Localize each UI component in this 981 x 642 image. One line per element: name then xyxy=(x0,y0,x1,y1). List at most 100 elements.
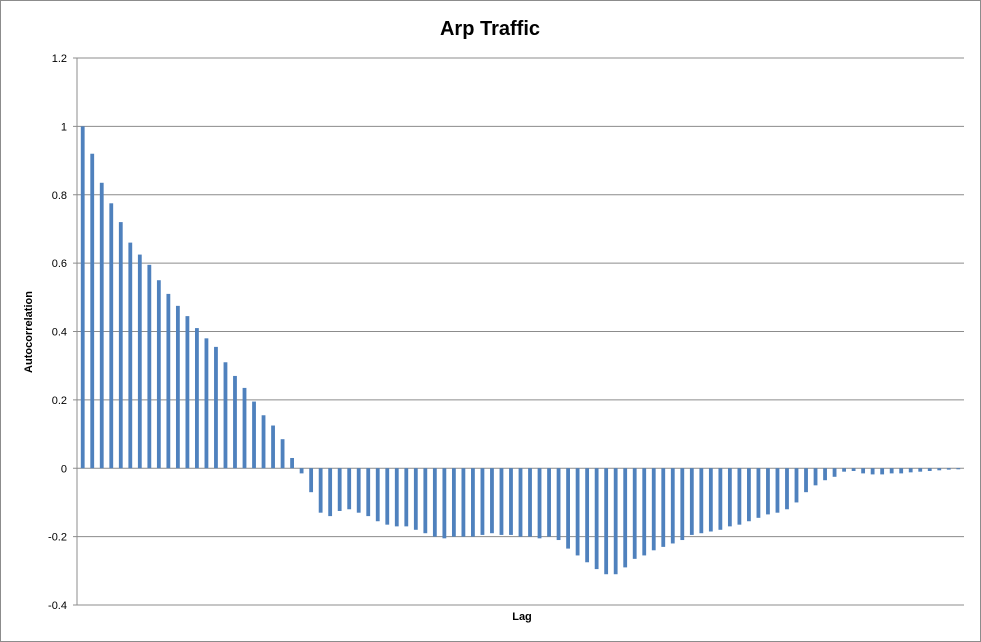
bar xyxy=(118,222,123,469)
bar xyxy=(670,468,675,544)
bar xyxy=(394,468,399,527)
bar xyxy=(404,468,409,527)
bar xyxy=(585,468,590,563)
bar xyxy=(937,468,942,471)
bar xyxy=(613,468,618,575)
bar xyxy=(680,468,685,541)
bar xyxy=(632,468,637,559)
bar xyxy=(537,468,542,539)
bar xyxy=(223,362,228,469)
y-tick-label: 0.4 xyxy=(52,327,67,339)
bar xyxy=(80,126,85,469)
bar xyxy=(956,468,961,470)
bar xyxy=(727,468,732,527)
bar xyxy=(242,387,247,469)
bar xyxy=(185,316,190,469)
bar xyxy=(756,468,761,518)
bar xyxy=(661,468,666,547)
bar xyxy=(109,203,114,469)
bar xyxy=(385,468,390,525)
bar xyxy=(785,468,789,510)
bar xyxy=(499,468,504,535)
y-tick-label: 0.8 xyxy=(52,190,67,202)
bar xyxy=(642,468,647,556)
x-axis-label: Lag xyxy=(512,611,532,623)
bar xyxy=(528,468,532,537)
bar xyxy=(413,468,418,530)
y-tick-label: 1 xyxy=(61,121,67,133)
bar xyxy=(461,468,466,537)
bar xyxy=(261,415,266,469)
bar xyxy=(594,468,599,570)
bar xyxy=(699,468,704,534)
y-tick-label: 1.2 xyxy=(52,53,67,65)
bar xyxy=(823,468,827,481)
bar xyxy=(204,338,209,469)
y-tick-label: 0.6 xyxy=(52,258,67,270)
bar xyxy=(737,468,742,525)
bar xyxy=(775,468,780,513)
bar xyxy=(147,264,152,469)
bar xyxy=(337,468,342,511)
bar xyxy=(766,468,770,515)
bar xyxy=(166,293,171,469)
bar xyxy=(575,468,580,556)
bar xyxy=(490,468,494,534)
bar xyxy=(128,242,133,469)
bar xyxy=(99,182,104,469)
bar xyxy=(918,468,923,472)
chart-title: Arp Traffic xyxy=(440,18,540,40)
y-tick-label: 0.2 xyxy=(52,395,67,407)
bar xyxy=(451,468,456,537)
bars xyxy=(80,126,961,575)
bar xyxy=(290,457,294,469)
bar xyxy=(651,468,656,551)
bar xyxy=(280,439,285,469)
bar xyxy=(356,468,361,513)
bar xyxy=(889,468,894,474)
y-axis-ticks: -0.4 -0.2 0 0.2 0.4 0.6 0.8 1 1.2 xyxy=(48,53,77,612)
bar xyxy=(214,346,218,469)
bar xyxy=(946,468,951,470)
bar xyxy=(623,468,628,568)
bar xyxy=(880,468,885,475)
bar xyxy=(90,153,95,469)
bar xyxy=(556,468,561,541)
bar xyxy=(432,468,437,537)
bar xyxy=(328,468,333,517)
bar xyxy=(299,468,304,474)
bar xyxy=(832,468,837,477)
bar xyxy=(271,425,275,469)
bar xyxy=(471,468,475,537)
bar xyxy=(804,468,808,493)
bar xyxy=(566,468,570,549)
y-axis-label: Autocorrelation xyxy=(23,291,35,373)
bar xyxy=(708,468,713,532)
bar xyxy=(347,468,352,510)
bar xyxy=(851,468,856,471)
bar xyxy=(747,468,751,522)
bar xyxy=(842,468,846,472)
bar xyxy=(813,468,818,486)
bar xyxy=(318,468,323,513)
bar xyxy=(509,468,513,535)
bar xyxy=(137,254,142,469)
bar xyxy=(195,328,199,469)
y-tick-label: -0.2 xyxy=(48,532,67,544)
bar xyxy=(366,468,371,517)
bar xyxy=(927,468,932,471)
y-tick-label: -0.4 xyxy=(48,600,67,612)
bar xyxy=(252,401,256,469)
bar xyxy=(547,468,551,537)
bar xyxy=(870,468,875,475)
bar xyxy=(794,468,799,503)
bar xyxy=(156,280,161,469)
bar xyxy=(233,375,237,469)
bar xyxy=(309,468,314,493)
bar xyxy=(518,468,523,537)
bar xyxy=(689,468,694,535)
bar xyxy=(861,468,866,474)
bar xyxy=(718,468,723,530)
